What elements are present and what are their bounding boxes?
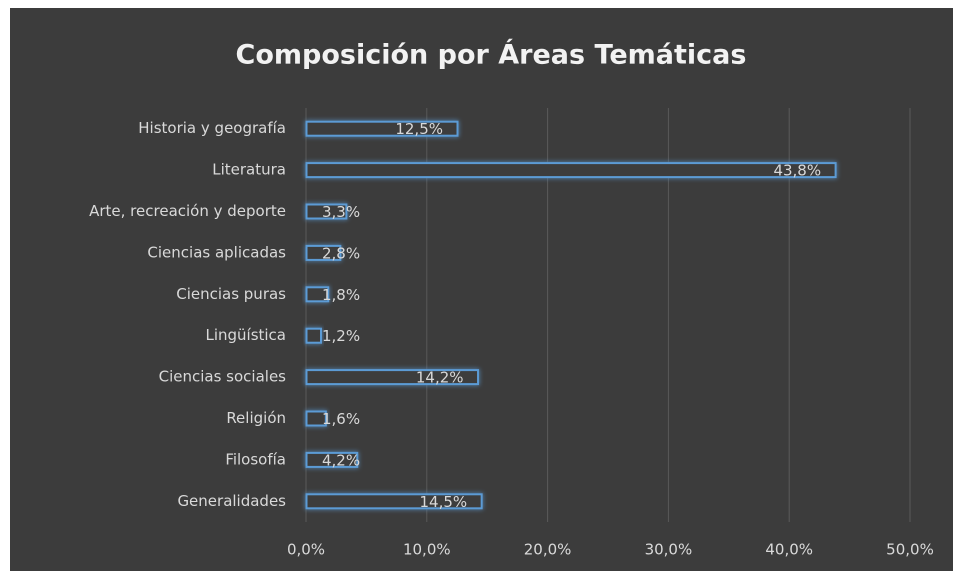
x-tick-label: 0,0%: [287, 541, 325, 559]
x-tick-label: 30,0%: [645, 541, 693, 559]
y-tick-label: Arte, recreación y deporte: [89, 202, 286, 220]
y-tick-label: Ciencias sociales: [159, 368, 287, 386]
bar: [305, 120, 459, 137]
data-label: 14,2%: [416, 369, 464, 387]
y-tick-label: Lingüística: [205, 326, 286, 344]
bar: [305, 493, 483, 510]
data-label: 1,8%: [322, 286, 360, 304]
data-label: 1,2%: [322, 327, 360, 345]
bar: [305, 369, 480, 386]
bar: [305, 162, 837, 179]
data-label: 2,8%: [322, 244, 360, 262]
bar: [305, 286, 330, 303]
data-label: 12,5%: [395, 120, 443, 138]
data-label: 14,5%: [420, 493, 468, 511]
data-label: 43,8%: [773, 162, 821, 180]
x-tick-label: 10,0%: [403, 541, 451, 559]
y-tick-label: Generalidades: [177, 492, 286, 510]
bar: [305, 244, 342, 261]
y-tick-label: Literatura: [212, 161, 286, 179]
data-label: 1,6%: [322, 410, 360, 428]
y-tick-label: Religión: [226, 409, 286, 427]
bar: [305, 451, 359, 468]
y-tick-label: Ciencias puras: [176, 285, 286, 303]
bar: [305, 203, 348, 220]
y-tick-label: Filosofía: [225, 450, 286, 468]
bar: [305, 410, 327, 427]
data-label: 3,3%: [322, 203, 360, 221]
chart-background: [10, 8, 953, 571]
bar: [305, 327, 322, 344]
y-tick-label: Historia y geografía: [138, 119, 286, 137]
x-tick-label: 50,0%: [886, 541, 934, 559]
x-tick-label: 40,0%: [765, 541, 813, 559]
y-tick-label: Ciencias aplicadas: [147, 243, 286, 261]
chart-title: Composición por Áreas Temáticas: [236, 39, 747, 71]
x-tick-label: 20,0%: [524, 541, 572, 559]
data-label: 4,2%: [322, 451, 360, 469]
